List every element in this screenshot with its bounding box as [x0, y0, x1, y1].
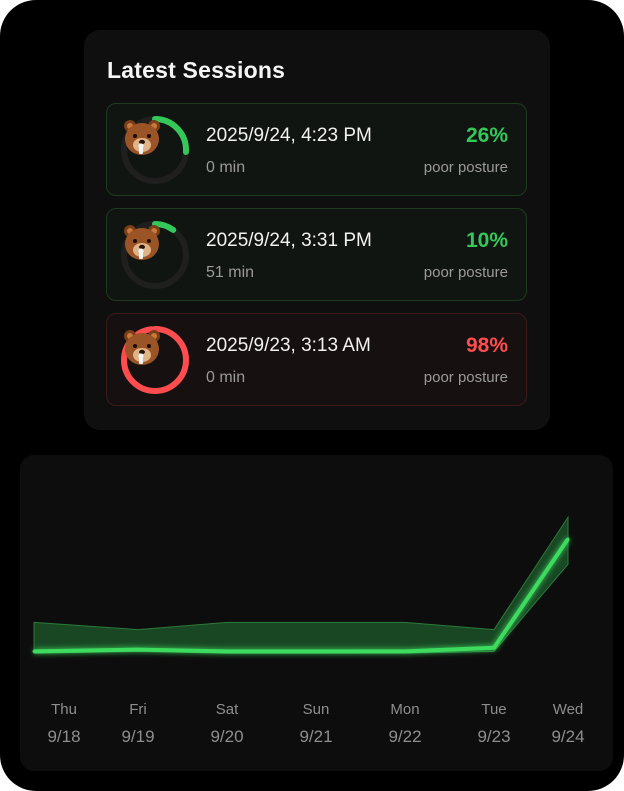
- x-tick-day: Sun: [302, 701, 330, 718]
- ring-progress-arc: [121, 116, 189, 184]
- ring-svg: [121, 326, 189, 394]
- x-tick-date: 9/24: [551, 727, 585, 746]
- x-tick-date: 9/21: [299, 727, 333, 746]
- sessions-title: Latest Sessions: [107, 57, 286, 83]
- bear-face-glyph: [124, 225, 160, 260]
- chart-plot: [32, 515, 570, 654]
- session-percent: 98%: [465, 334, 508, 357]
- session-item[interactable]: 2025/9/23, 3:13 AM 0 min 98% poor postur…: [106, 313, 527, 406]
- weekly-posture-chart: Thu 9/18 Fri 9/19 Sat 9/20 Sun 9/21 Mon 9/22 Tue 9/…: [20, 455, 613, 771]
- session-percent: 26%: [465, 124, 508, 147]
- chart-point: [314, 649, 318, 653]
- x-tick-day: Tue: [481, 701, 507, 718]
- chart-band-area: [33, 515, 569, 654]
- ring-svg: [121, 116, 189, 184]
- chart-point: [566, 537, 570, 541]
- session-duration: 0 min: [206, 159, 246, 176]
- x-tick-day: Sat: [215, 701, 239, 718]
- session-duration: 51 min: [206, 264, 255, 281]
- x-tick-day: Wed: [552, 701, 584, 718]
- x-tick-date: 9/19: [121, 727, 155, 746]
- ring-progress-arc: [121, 221, 189, 289]
- x-tick-date: 9/22: [388, 727, 422, 746]
- x-tick-day: Thu: [51, 701, 77, 718]
- x-tick-day: Fri: [129, 701, 147, 718]
- chart-point: [225, 649, 229, 653]
- session-duration: 0 min: [206, 369, 246, 386]
- session-progress-ring: [120, 220, 190, 290]
- bear-face-icon: [120, 325, 190, 395]
- chart-point: [136, 648, 140, 652]
- ring-progress-arc: [121, 326, 189, 394]
- session-posture-label: poor posture: [423, 264, 508, 281]
- session-progress-ring: [120, 115, 190, 185]
- session-percent: 10%: [465, 229, 508, 252]
- x-tick-day: Mon: [390, 701, 420, 718]
- x-tick-date: 9/18: [47, 727, 81, 746]
- ring-svg: [121, 221, 189, 289]
- session-posture-label: poor posture: [423, 159, 508, 176]
- session-item[interactable]: 2025/9/24, 4:23 PM 0 min 26% poor postur…: [106, 103, 527, 196]
- session-progress-ring: [120, 325, 190, 395]
- session-posture-label: poor posture: [423, 369, 508, 386]
- chart-point: [492, 646, 496, 650]
- session-date: 2025/9/24, 4:23 PM: [206, 125, 372, 146]
- chart-point: [403, 649, 407, 653]
- bear-face-icon: [120, 115, 190, 185]
- bear-face-icon: [120, 220, 190, 290]
- session-date: 2025/9/23, 3:13 AM: [206, 335, 371, 356]
- x-tick-date: 9/20: [210, 727, 244, 746]
- session-date: 2025/9/24, 3:31 PM: [206, 230, 372, 251]
- latest-sessions-card: Latest Sessions 2025/9/24, 4:23 PM 0 min…: [84, 30, 550, 430]
- bear-face-glyph: [124, 120, 160, 155]
- x-tick-date: 9/23: [477, 727, 511, 746]
- chart-point: [32, 649, 36, 653]
- session-item[interactable]: 2025/9/24, 3:31 PM 51 min 10% poor postu…: [106, 208, 527, 301]
- bear-face-glyph: [124, 330, 160, 365]
